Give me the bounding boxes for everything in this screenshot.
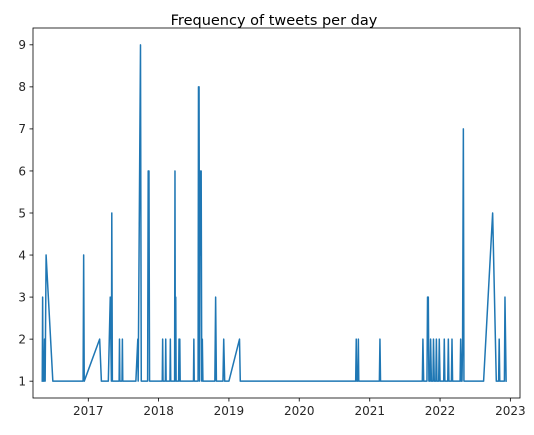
x-tick-label: 2017 [73,404,104,418]
y-tick-label: 3 [18,290,26,304]
x-tick-label: 2020 [284,404,315,418]
y-tick-label: 5 [18,206,26,220]
series-line [41,44,507,382]
x-tick-label: 2018 [143,404,174,418]
x-tick-label: 2022 [425,404,456,418]
plot-area: 2017 2018 2019 2020 2021 2022 2023 1 2 3 4 5 6 7 8 9 [18,27,526,418]
y-axis: 1 2 3 4 5 6 7 8 9 [18,38,33,388]
y-tick-label: 2 [18,332,26,346]
y-tick-label: 1 [18,374,26,388]
y-tick-label: 4 [18,248,26,262]
y-tick-label: 7 [18,122,26,136]
x-tick-label: 2019 [214,404,245,418]
y-tick-label: 6 [18,164,26,178]
x-tick-label: 2023 [495,404,526,418]
series-layer [41,44,507,382]
x-tick-label: 2021 [354,404,385,418]
chart-title: Frequency of tweets per day [171,13,378,29]
y-tick-label: 9 [18,38,26,52]
y-tick-label: 8 [18,80,26,94]
x-axis: 2017 2018 2019 2020 2021 2022 2023 [73,398,526,418]
